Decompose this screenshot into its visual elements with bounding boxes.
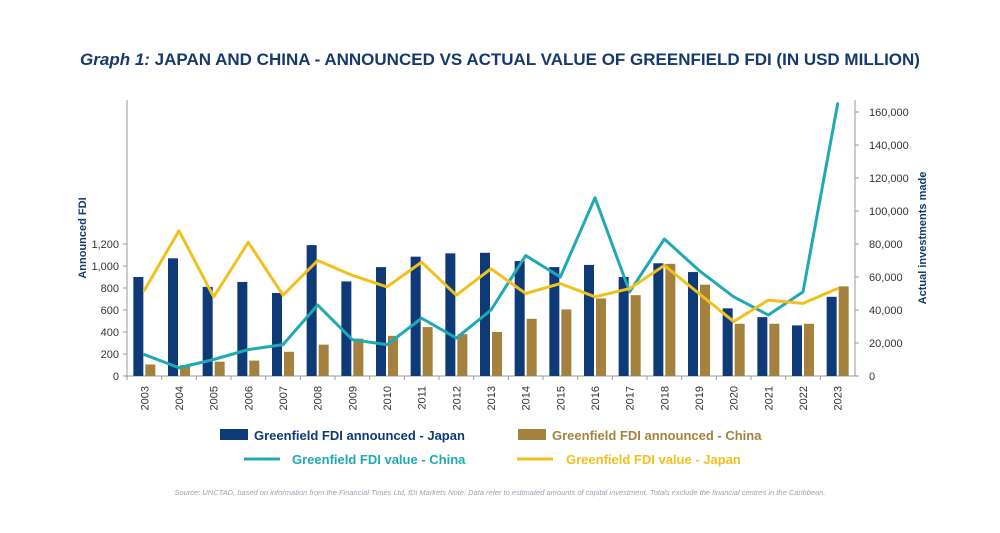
x-tick-label: 2009 bbox=[347, 386, 359, 410]
bar-china-announced bbox=[457, 334, 468, 376]
y-tick-label: 1,000 bbox=[91, 261, 119, 273]
legend-label: Greenfield FDI announced - Japan bbox=[254, 428, 465, 443]
source-note: Source: UNCTAD, based on information fro… bbox=[174, 488, 826, 497]
x-tick-label: 2007 bbox=[278, 386, 290, 410]
x-tick-label: 2014 bbox=[521, 386, 533, 410]
bar-china-announced bbox=[214, 361, 225, 376]
bar-china-announced bbox=[769, 323, 780, 376]
y2-tick-label: 40,000 bbox=[869, 305, 903, 317]
bar-japan-announced bbox=[757, 317, 768, 376]
chart-title: Graph 1: JAPAN AND CHINA - ANNOUNCED VS … bbox=[0, 50, 1000, 70]
bar-japan-announced bbox=[722, 308, 733, 376]
legend-label: Greenfield FDI value - China bbox=[292, 452, 466, 467]
x-tick-label: 2022 bbox=[798, 386, 810, 410]
bar-china-announced bbox=[561, 309, 572, 376]
x-tick-label: 2018 bbox=[659, 386, 671, 410]
bar-china-announced bbox=[665, 263, 676, 376]
bar-china-announced bbox=[492, 332, 502, 376]
x-tick-label: 2013 bbox=[486, 386, 498, 410]
y2-tick-label: 140,000 bbox=[869, 140, 909, 152]
bar-japan-announced bbox=[688, 272, 698, 376]
y-axis-title: Announced FDI bbox=[77, 197, 89, 278]
bar-china-announced bbox=[700, 284, 710, 376]
bar-china-announced bbox=[249, 360, 260, 376]
x-tick-label: 2003 bbox=[139, 386, 151, 410]
bar-japan-announced bbox=[133, 277, 144, 376]
x-tick-label: 2021 bbox=[763, 386, 775, 410]
x-tick-label: 2008 bbox=[313, 386, 325, 410]
bar-china-announced bbox=[804, 323, 814, 376]
bar-china-announced bbox=[526, 318, 537, 376]
x-tick-label: 2016 bbox=[590, 386, 602, 410]
bar-japan-announced bbox=[272, 292, 282, 376]
bar-china-announced bbox=[145, 364, 156, 376]
bar-japan-announced bbox=[826, 296, 837, 376]
y2-tick-label: 100,000 bbox=[869, 206, 909, 218]
x-tick-label: 2011 bbox=[417, 386, 429, 410]
x-tick-label: 2012 bbox=[451, 386, 463, 410]
y2-tick-label: 20,000 bbox=[869, 338, 903, 350]
bar-china-announced bbox=[422, 327, 433, 376]
x-tick-label: 2017 bbox=[625, 386, 637, 410]
x-tick-label: 2010 bbox=[382, 386, 394, 410]
bar-china-announced bbox=[596, 298, 606, 376]
bar-china-announced bbox=[734, 323, 745, 376]
bar-japan-announced bbox=[237, 281, 248, 376]
bar-japan-announced bbox=[549, 267, 560, 376]
bar-china-announced bbox=[630, 295, 641, 376]
line-china-value bbox=[142, 102, 840, 370]
legend-label: Greenfield FDI announced - China bbox=[552, 428, 762, 443]
legend-swatch bbox=[518, 429, 546, 440]
bar-japan-announced bbox=[202, 286, 213, 376]
bar-japan-announced bbox=[410, 256, 421, 376]
bar-japan-announced bbox=[376, 267, 386, 376]
x-tick-label: 2015 bbox=[555, 386, 567, 410]
y-tick-label: 200 bbox=[101, 349, 119, 361]
bar-china-announced bbox=[318, 344, 329, 376]
y-tick-label: 800 bbox=[101, 283, 119, 295]
bar-china-announced bbox=[388, 335, 398, 376]
y2-tick-label: 0 bbox=[869, 371, 875, 383]
y2-tick-label: 160,000 bbox=[869, 107, 909, 119]
bar-japan-announced bbox=[792, 325, 802, 376]
y-tick-label: 400 bbox=[101, 327, 119, 339]
bar-japan-announced bbox=[341, 281, 352, 376]
y2-axis-title: Actual investments made bbox=[917, 172, 929, 305]
bar-japan-announced bbox=[584, 264, 594, 376]
bar-japan-announced bbox=[653, 263, 664, 376]
y-tick-label: 0 bbox=[113, 371, 119, 383]
x-tick-label: 2006 bbox=[243, 386, 255, 410]
y-tick-label: 1,200 bbox=[91, 239, 119, 251]
bar-china-announced bbox=[353, 338, 364, 376]
bar-china-announced bbox=[284, 351, 294, 376]
y2-tick-label: 60,000 bbox=[869, 272, 903, 284]
legend-swatch bbox=[220, 429, 248, 440]
bar-china-announced bbox=[180, 365, 190, 376]
chart-title-text: JAPAN AND CHINA - ANNOUNCED VS ACTUAL VA… bbox=[149, 50, 920, 69]
bar-china-announced bbox=[838, 286, 849, 376]
chart-title-lead: Graph 1: bbox=[80, 50, 150, 69]
y2-tick-label: 80,000 bbox=[869, 239, 903, 251]
x-tick-label: 2004 bbox=[174, 386, 186, 410]
legend-label: Greenfield FDI value - Japan bbox=[566, 452, 741, 467]
bar-japan-announced bbox=[514, 261, 525, 376]
line-japan-value bbox=[142, 229, 840, 324]
x-tick-label: 2023 bbox=[833, 386, 845, 410]
x-tick-label: 2005 bbox=[209, 386, 221, 410]
bar-japan-announced bbox=[618, 277, 629, 376]
bar-japan-announced bbox=[168, 258, 178, 376]
x-tick-label: 2020 bbox=[729, 386, 741, 410]
y2-tick-label: 120,000 bbox=[869, 173, 909, 185]
x-tick-label: 2019 bbox=[694, 386, 706, 410]
bar-japan-announced bbox=[445, 253, 456, 376]
y-tick-label: 600 bbox=[101, 305, 119, 317]
